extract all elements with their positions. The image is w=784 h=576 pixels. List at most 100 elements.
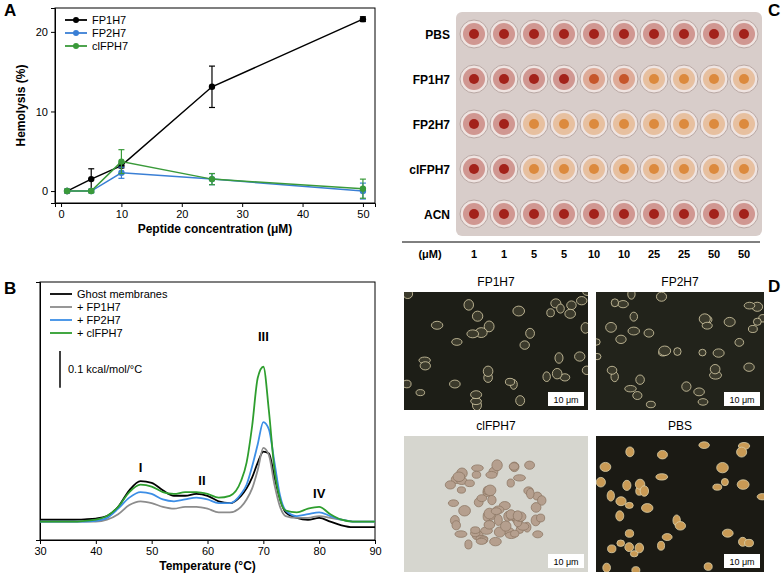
column-label: 5 [561,248,567,260]
tick-label: 60 [202,545,214,557]
annotation: II [198,473,205,488]
x-axis-title: Temperature (°C) [159,559,256,573]
well [580,65,608,93]
marker [64,188,70,194]
error-bar [209,174,215,185]
well [550,20,578,48]
tick: 90 [369,540,381,557]
legend-swatch [50,293,72,295]
axis-line [41,541,376,545]
tick-mark [182,203,183,207]
legend-item: + clFPH7 [50,327,123,339]
tick-label: 0 [58,208,64,220]
well [640,200,668,228]
marker [118,158,124,164]
well [730,155,758,183]
tick-mark [375,540,376,544]
series-line [40,367,375,522]
legend: Ghost membranes+ FP1H7+ FP2H7+ clFPH7 [50,288,168,339]
well [550,65,578,93]
marker [209,176,215,182]
row-label: ACN [424,208,450,222]
series-line [40,452,375,528]
error-bar [209,66,215,107]
figure: 0102030405001020Peptide concentration (μ… [0,0,784,576]
legend-item: + FP2H7 [50,314,121,326]
tick: 0 [42,185,55,197]
well [550,110,578,138]
micrograph [404,292,588,410]
tick: 10 [116,203,128,220]
panel-0: 0102030405001020Peptide concentration (μ… [14,8,376,236]
well [460,110,488,138]
well [460,200,488,228]
well [580,200,608,228]
well [580,110,608,138]
axis-line [51,9,56,204]
well [520,155,548,183]
tick: 80 [314,540,326,557]
tick: 70 [258,540,270,557]
separator [402,242,760,243]
column-title: (μM) [418,248,442,260]
legend-item: FP2H7 [65,27,126,39]
tick-label: 0 [42,185,48,197]
column-label: 25 [648,248,660,260]
scale-bar [59,351,61,388]
tick-label: 10 [36,105,48,117]
tick-label: 20 [36,26,48,38]
tick-label: 80 [314,545,326,557]
image-title: PBS [668,419,692,433]
tick: 60 [202,540,214,557]
legend-swatch [50,332,72,334]
tick: 40 [297,203,309,220]
scale-bar-box [548,554,584,568]
tick-mark [51,191,55,192]
tick-label: 50 [146,545,158,557]
tick-mark [303,203,304,207]
annotation: I [139,460,143,475]
row-label: FP1H7 [413,73,451,87]
tick: 20 [36,26,55,38]
tick-mark [61,203,62,207]
error-bar [118,150,124,174]
well [490,200,518,228]
well [670,20,698,48]
marker [88,188,94,194]
panel-label: B [4,279,16,298]
well [520,200,548,228]
figure-svg: 0102030405001020Peptide concentration (μ… [0,0,784,576]
tick: 20 [176,203,188,220]
error-bar [88,169,94,190]
x-axis: 30405060708090 [34,540,381,557]
micrograph-panel: FP1H710 μmFP2H710 μmclFPH710 μmPBS10 μm [403,275,768,574]
x-axis: 0 10 20 30 40 50 [56,203,376,220]
well [730,110,758,138]
marker [88,176,94,182]
y-axis: 0 10 20 [36,9,56,204]
tick-mark [208,540,209,544]
legend-item: clFPH7 [65,40,128,52]
well [490,20,518,48]
tick-label: 50 [357,208,369,220]
tick: 50 [357,203,369,220]
plot-area [64,16,366,199]
column-label: 10 [618,248,630,260]
well [460,65,488,93]
panel-label: C [768,1,780,20]
well [460,20,488,48]
tick: 30 [34,540,46,557]
tick: 30 [237,203,249,220]
panel-label: A [4,1,16,20]
well [580,20,608,48]
legend-swatch [50,306,72,308]
well [490,110,518,138]
plate-panel: PBSFP1H7FP2H7clFPH7ACN1155101025255050(μ… [402,12,762,260]
column-label: 5 [531,248,537,260]
tick-mark [96,540,97,544]
column-label: 1 [501,248,507,260]
scale-bar-box [724,392,760,406]
well [610,65,638,93]
image-title: FP1H7 [477,275,515,289]
tick-label: 30 [237,208,249,220]
